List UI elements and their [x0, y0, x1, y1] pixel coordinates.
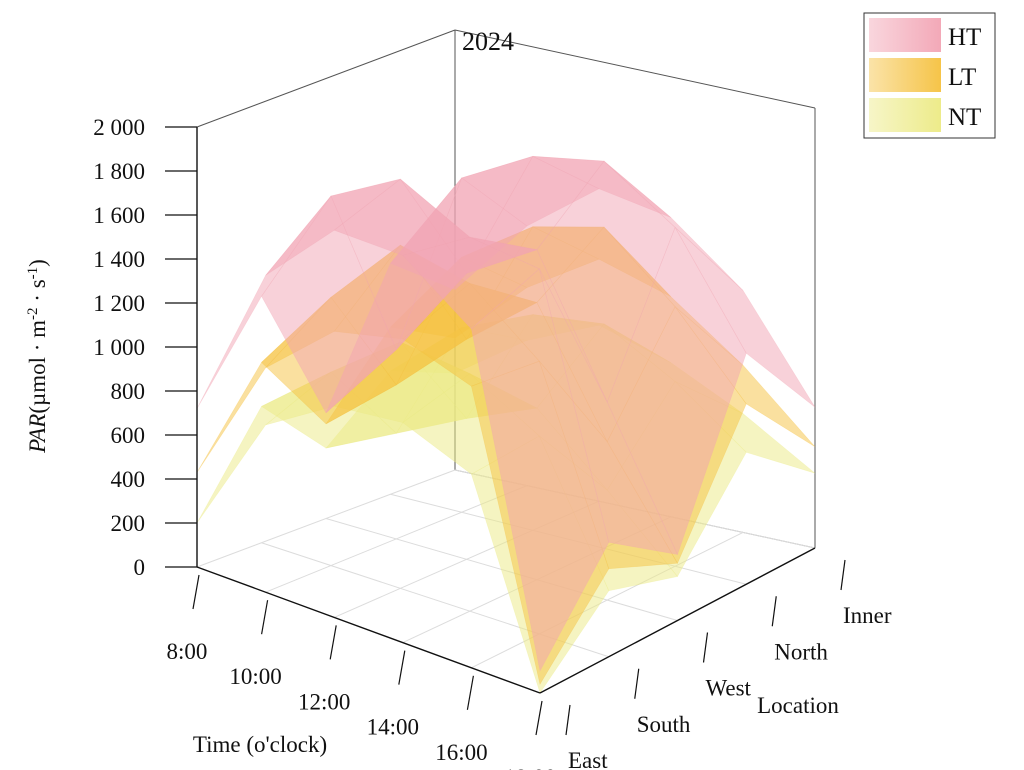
z-tick-label: 1 800 — [93, 159, 145, 184]
x-tick — [466, 675, 474, 710]
x-tick-label: 16:00 — [435, 740, 487, 765]
z-axis-title-unit: (µmol · m — [25, 320, 50, 414]
x-tick-label: 10:00 — [229, 664, 281, 689]
z-tick-label: 600 — [111, 423, 146, 448]
y-tick — [771, 596, 777, 627]
z-tick-label: 800 — [111, 379, 146, 404]
legend-swatch-lt — [869, 58, 941, 92]
x-tick-label: 8:00 — [167, 639, 208, 664]
legend-label-lt: LT — [948, 64, 976, 91]
x-axis-line — [196, 566, 541, 694]
x-axis-title: Time (o'clock) — [193, 732, 327, 757]
x-tick-label: 18:00 — [504, 765, 556, 770]
z-axis-title-exp1: -2 — [25, 307, 41, 320]
y-tick-label: Inner — [843, 603, 892, 628]
y-tick-label: East — [568, 748, 608, 770]
chart-title: 2024 — [462, 27, 514, 56]
x-tick-label: 12:00 — [298, 689, 350, 714]
back-top-edge-left — [196, 29, 456, 128]
legend-label-ht: HT — [948, 24, 981, 51]
z-tick-label: 200 — [111, 511, 146, 536]
y-tick-label: South — [637, 712, 691, 737]
surface-layers — [196, 155, 816, 694]
legend: HT LT NT — [863, 12, 996, 139]
legend-swatch-nt — [869, 98, 941, 132]
z-axis-title: PAR(µmol · m-2 · s-1) — [25, 259, 50, 454]
x-tick-label: 14:00 — [367, 715, 419, 740]
z-tick-label: 1 000 — [93, 335, 145, 360]
x-tick — [261, 600, 269, 635]
z-tick-label: 1 200 — [93, 291, 145, 316]
x-tick — [398, 650, 406, 685]
z-tick-label: 2 000 — [93, 115, 145, 140]
back-top-edge-right — [454, 29, 816, 109]
z-tick-label: 1 600 — [93, 203, 145, 228]
y-tick — [702, 632, 709, 663]
surface-ht — [196, 155, 816, 672]
z-axis-title-var: PAR — [25, 414, 50, 454]
z-tick-label: 400 — [111, 467, 146, 492]
legend-swatch-ht — [869, 18, 941, 52]
x-tick — [329, 625, 337, 660]
z-tick-label: 0 — [134, 555, 146, 580]
y-tick — [840, 559, 846, 591]
y-tick — [634, 668, 640, 699]
y-tick-label: North — [774, 639, 828, 664]
z-tick-label: 1 400 — [93, 247, 145, 272]
z-axis-title-close: ) — [25, 259, 50, 267]
x-tick — [535, 700, 543, 736]
x-tick — [192, 574, 200, 610]
surface-cell-ht — [471, 268, 610, 672]
y-axis-line — [539, 547, 816, 694]
y-tick — [565, 704, 571, 736]
axes: 0 200 400 600 800 1 000 1 200 1 400 1 600 1 800 2 … — [93, 115, 892, 770]
y-tick-label: West — [706, 676, 752, 701]
z-axis-title-mid: · s — [25, 279, 50, 307]
z-axis-title-exp2: -1 — [25, 267, 41, 280]
legend-label-nt: NT — [948, 104, 981, 131]
surface-cell-ht — [674, 227, 816, 408]
y-axis-title: Location — [757, 693, 839, 718]
